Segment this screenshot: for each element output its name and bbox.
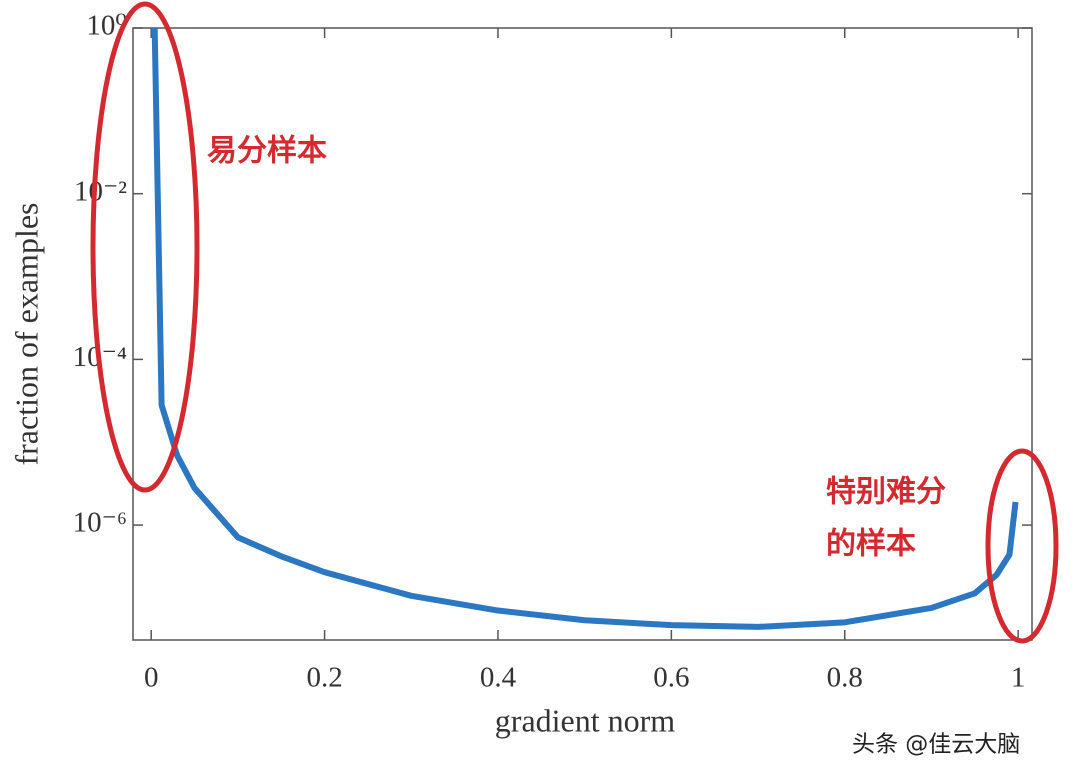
x-tick-label: 0.4 bbox=[480, 662, 517, 694]
data-line bbox=[151, 27, 1019, 630]
plot-frame bbox=[132, 27, 1033, 641]
watermark: 头条 @佳云大脑 bbox=[852, 732, 1020, 758]
x-tick-label: 0.6 bbox=[653, 662, 689, 694]
x-tick-label: 1 bbox=[1011, 662, 1026, 694]
annotation: 的样本 bbox=[826, 527, 916, 562]
y-tick-label: 10⁻⁶ bbox=[73, 507, 127, 539]
x-tick-label: 0 bbox=[144, 662, 159, 694]
y-tick-label: 10⁻² bbox=[74, 175, 127, 207]
highlight-ellipse bbox=[985, 448, 1059, 644]
y-axis-label: fraction of examples bbox=[8, 203, 44, 466]
annotation: 易分样本 bbox=[207, 134, 327, 169]
x-tick-label: 0.8 bbox=[827, 662, 863, 694]
x-tick-label: 0.2 bbox=[306, 662, 342, 694]
x-axis-label: gradient norm bbox=[495, 702, 676, 738]
highlight-ellipse bbox=[90, 1, 200, 493]
annotation: 特别难分 bbox=[826, 475, 946, 510]
